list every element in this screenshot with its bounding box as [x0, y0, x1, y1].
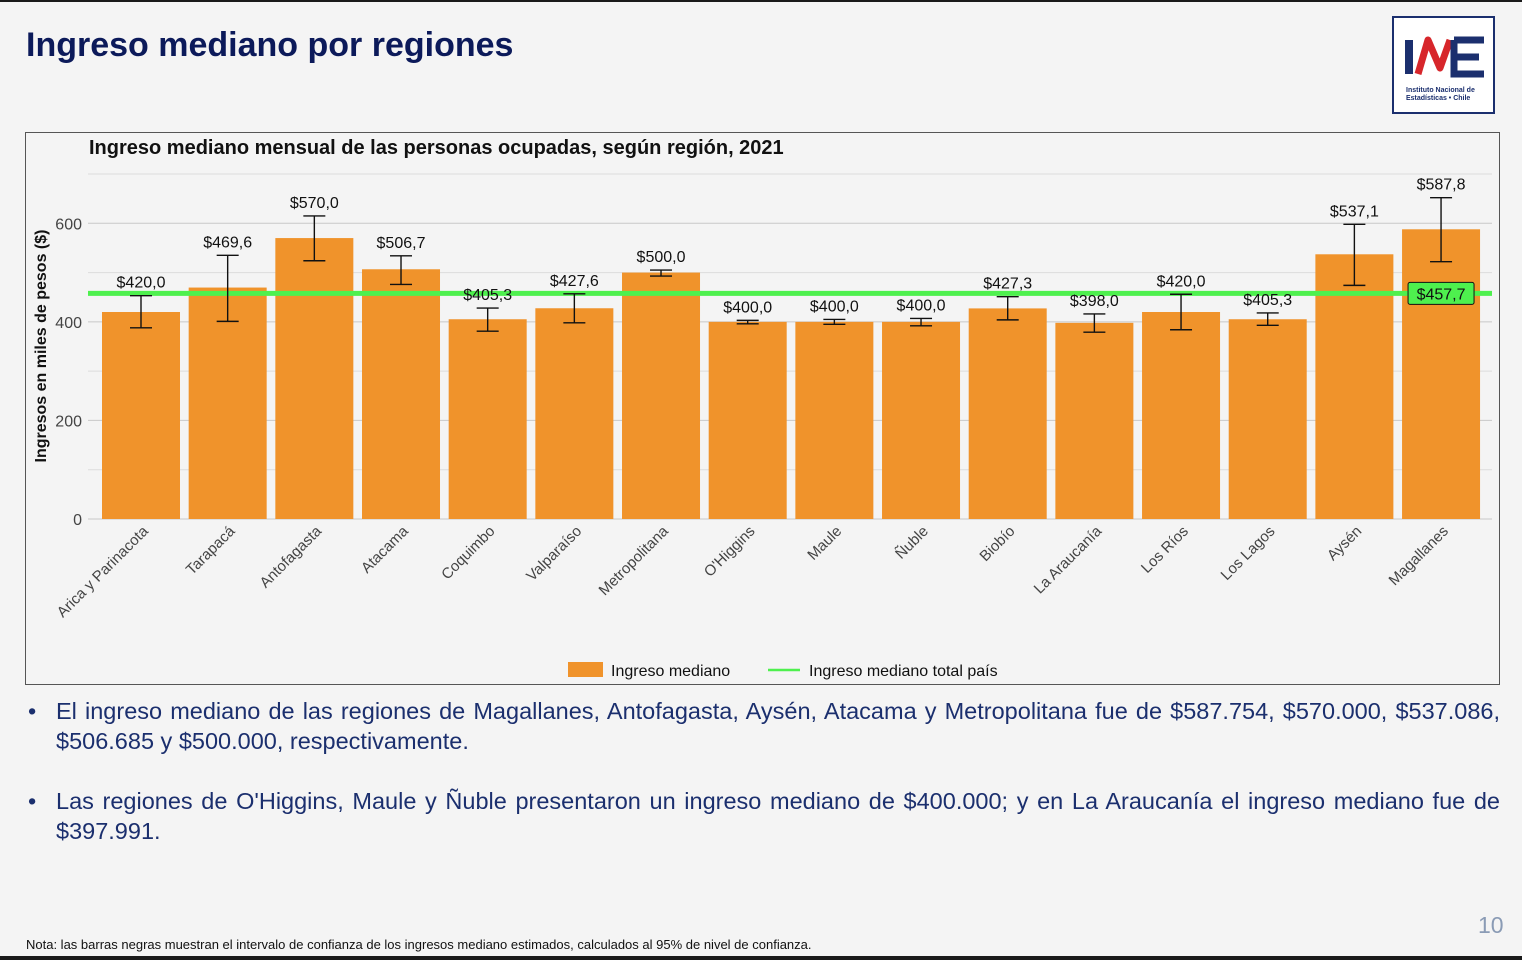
bar	[708, 321, 787, 519]
y-tick-label: 200	[55, 413, 82, 430]
x-tick-label: Biobío	[976, 523, 1018, 565]
data-label: $587,8	[1417, 177, 1466, 194]
y-axis-label: Ingresos en miles de pesos ($)	[33, 230, 50, 463]
data-label: $420,0	[1157, 273, 1206, 290]
bar	[1142, 312, 1221, 519]
bar	[622, 272, 701, 519]
data-label: $469,6	[203, 234, 252, 251]
footnote: Nota: las barras negras muestran el inte…	[26, 937, 812, 952]
bar	[102, 312, 180, 519]
bottom-border	[0, 956, 1522, 960]
bar	[968, 308, 1047, 519]
data-label: $400,0	[723, 299, 772, 316]
ine-logo: Instituto Nacional de Estadísticas • Chi…	[1392, 16, 1495, 114]
bar-chart: 0 200 400 600 Ingresos en miles de pesos ($)…	[33, 173, 1492, 680]
legend-label-bar: Ingreso mediano	[611, 663, 730, 680]
y-tick-label: 400	[55, 315, 82, 332]
x-tick-label: Los Lagos	[1218, 523, 1279, 584]
x-tick-label: Coquimbo	[438, 523, 498, 583]
x-tick-label: Aysén	[1324, 523, 1365, 564]
data-label: $506,7	[377, 235, 426, 252]
legend-label-line: Ingreso mediano total país	[809, 663, 998, 680]
x-tick-label: Valparaíso	[523, 523, 585, 585]
slide-title: Ingreso mediano por regiones	[26, 26, 514, 64]
top-border	[0, 0, 1522, 2]
bullet-dot: •	[28, 788, 37, 814]
data-label: $427,6	[550, 273, 599, 290]
bar	[882, 321, 961, 519]
data-label: $400,0	[810, 298, 859, 315]
bullet-item: • El ingreso mediano de las regiones de …	[28, 696, 1500, 756]
reference-value-box	[1407, 281, 1475, 305]
bar	[1315, 254, 1394, 519]
data-label: $398,0	[1070, 293, 1119, 310]
logo-caption: Instituto Nacional de Estadísticas • Chi…	[1406, 87, 1492, 103]
x-tick-label: Antofagasta	[257, 522, 326, 591]
y-tick-label: 600	[55, 216, 82, 233]
logo-line-2: Estadísticas • Chile	[1406, 95, 1471, 102]
x-tick-label: Magallanes	[1386, 523, 1452, 589]
bar	[448, 319, 527, 519]
bar	[275, 238, 354, 520]
x-tick-label: Arica y Parinacota	[54, 522, 153, 621]
page-number: 10	[1478, 912, 1504, 938]
logo-line-1: Instituto Nacional de	[1406, 87, 1475, 94]
x-tick-label: Los Ríos	[1138, 523, 1192, 577]
bar	[1402, 229, 1481, 519]
x-tick-label: Atacama	[358, 522, 412, 576]
bullet-text: El ingreso mediano de las regiones de Ma…	[56, 698, 1500, 754]
data-label: $570,0	[290, 195, 339, 212]
data-label: $405,3	[1243, 292, 1292, 309]
bullet-dot: •	[28, 698, 37, 724]
bar	[362, 269, 441, 519]
bullet-list: • El ingreso mediano de las regiones de …	[28, 696, 1500, 876]
data-label: $400,0	[897, 297, 946, 314]
data-label: $500,0	[637, 249, 686, 266]
chart-title: Ingreso mediano mensual de las personas …	[89, 137, 784, 159]
data-label: $537,1	[1330, 203, 1379, 220]
ine-logo-mark	[1405, 36, 1484, 78]
data-label: $427,3	[983, 276, 1032, 293]
bar	[1055, 322, 1134, 519]
x-tick-label: Ñuble	[892, 523, 932, 563]
bullet-text: Las regiones de O'Higgins, Maule y Ñuble…	[56, 788, 1500, 844]
x-tick-label: Maule	[804, 523, 845, 564]
data-label: $420,0	[117, 275, 166, 292]
bar	[535, 308, 614, 519]
data-label: $405,3	[463, 287, 512, 304]
legend-swatch-bar	[568, 662, 603, 677]
bar	[1228, 319, 1307, 519]
x-tick-label: O'Higgins	[701, 523, 759, 581]
y-tick-label: 0	[73, 512, 82, 529]
reference-value-label: $457,7	[1417, 286, 1466, 303]
bar	[795, 321, 874, 519]
x-tick-label: La Araucanía	[1031, 522, 1106, 597]
x-tick-label: Tarapacá	[183, 522, 239, 578]
bullet-item: • Las regiones de O'Higgins, Maule y Ñub…	[28, 786, 1500, 846]
x-tick-label: Metropolitana	[596, 522, 673, 599]
bar	[188, 287, 267, 519]
